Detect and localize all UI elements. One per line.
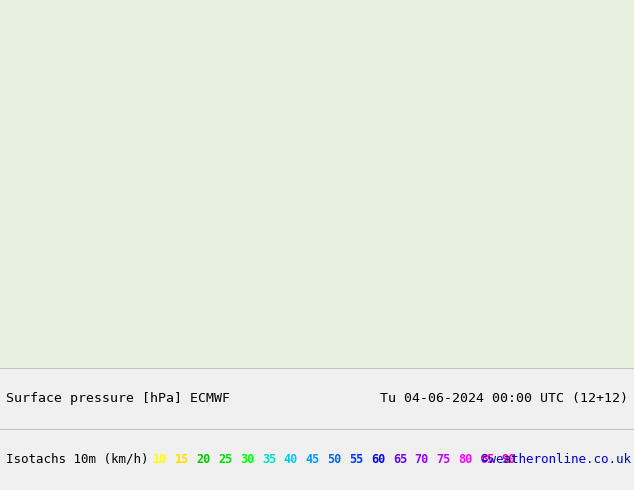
Text: 30: 30 [240,453,254,466]
Text: ©weatheronline.co.uk: ©weatheronline.co.uk [481,453,631,466]
Text: Tu 04-06-2024 00:00 UTC (12+12): Tu 04-06-2024 00:00 UTC (12+12) [380,392,628,405]
Text: 85: 85 [480,453,495,466]
Text: 65: 65 [392,453,407,466]
Text: 40: 40 [283,453,298,466]
Text: 50: 50 [327,453,342,466]
Text: Isotachs 10m (km/h): Isotachs 10m (km/h) [6,453,149,466]
Text: 20: 20 [197,453,210,466]
Text: 15: 15 [174,453,189,466]
Text: 70: 70 [415,453,429,466]
Text: 45: 45 [306,453,320,466]
Text: 10: 10 [153,453,167,466]
Text: 25: 25 [218,453,233,466]
Text: 55: 55 [349,453,363,466]
Text: 80: 80 [458,453,472,466]
FancyBboxPatch shape [0,0,634,478]
Text: Surface pressure [hPa] ECMWF: Surface pressure [hPa] ECMWF [6,392,230,405]
Text: 35: 35 [262,453,276,466]
Text: 75: 75 [436,453,451,466]
Text: 90: 90 [502,453,516,466]
Text: 60: 60 [371,453,385,466]
